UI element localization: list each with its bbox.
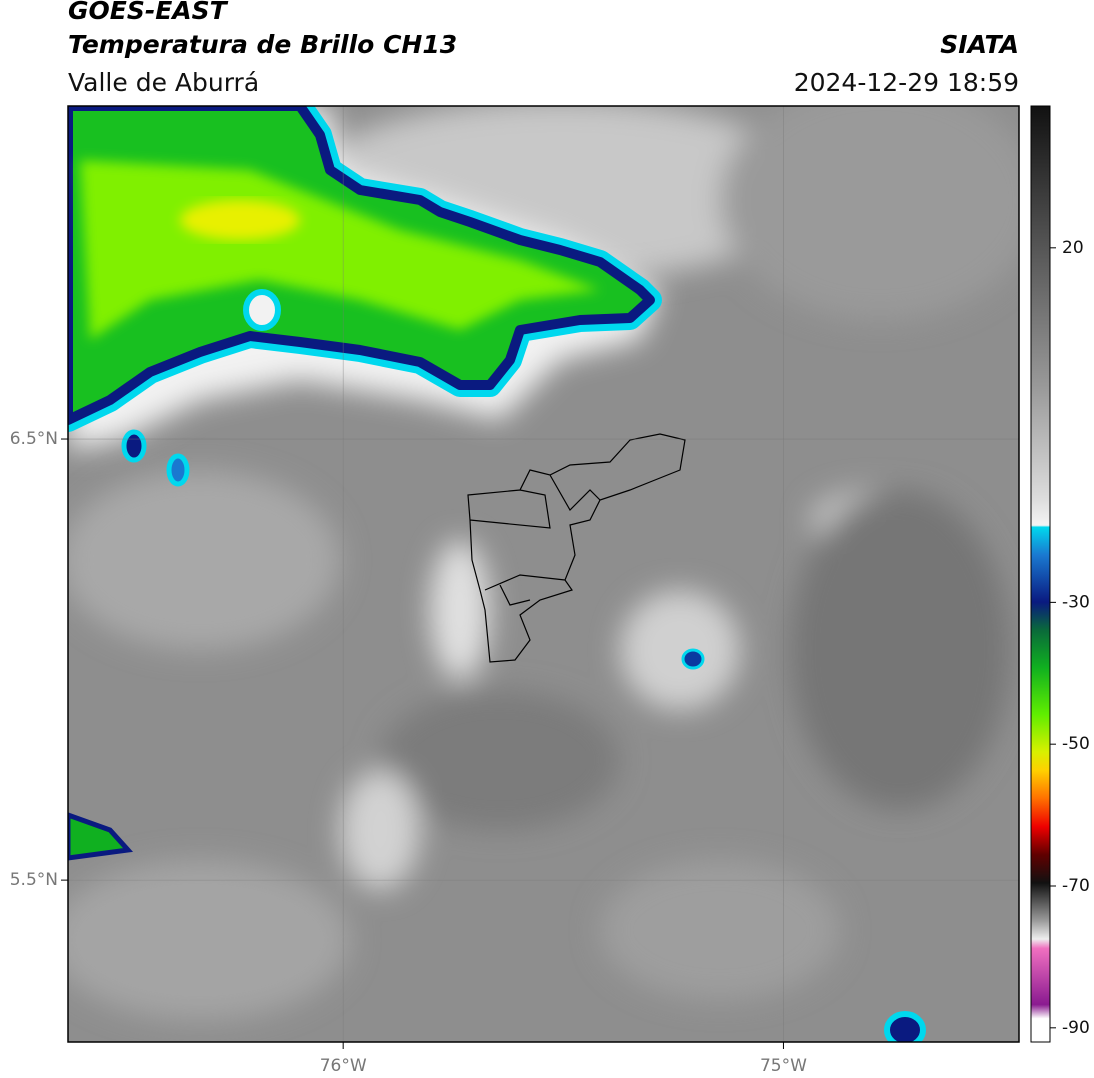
colorbar-label: -50 <box>1062 734 1090 754</box>
colorbar-label: 20 <box>1062 238 1084 258</box>
source: SIATA <box>940 30 1019 59</box>
lat-label: 6.5°N <box>10 429 58 449</box>
graticule: 76°W 75°W 6.5°N 5.5°N <box>10 106 1019 1076</box>
lat-label: 5.5°N <box>10 870 58 890</box>
aburra-outline <box>467 433 686 663</box>
colorbar-label: -70 <box>1062 876 1090 896</box>
lon-label: 75°W <box>760 1056 807 1076</box>
subtitle: Temperatura de Brillo CH13 <box>68 30 457 59</box>
lon-label: 76°W <box>320 1056 367 1076</box>
colorbar <box>1030 105 1051 1043</box>
cloud-texture <box>68 106 1019 1020</box>
map-frame <box>67 105 1020 1043</box>
cold-cloud <box>68 106 926 1042</box>
colorbar-label: -30 <box>1062 592 1090 612</box>
region: Valle de Aburrá <box>68 68 259 97</box>
colorbar-label: -90 <box>1062 1018 1090 1038</box>
title: GOES-EAST <box>68 0 229 25</box>
map <box>68 106 1019 1042</box>
datetime: 2024-12-29 18:59 <box>794 68 1019 97</box>
colorbar-ticks: 20 -30 -50 -70 -90 <box>1050 238 1090 1038</box>
